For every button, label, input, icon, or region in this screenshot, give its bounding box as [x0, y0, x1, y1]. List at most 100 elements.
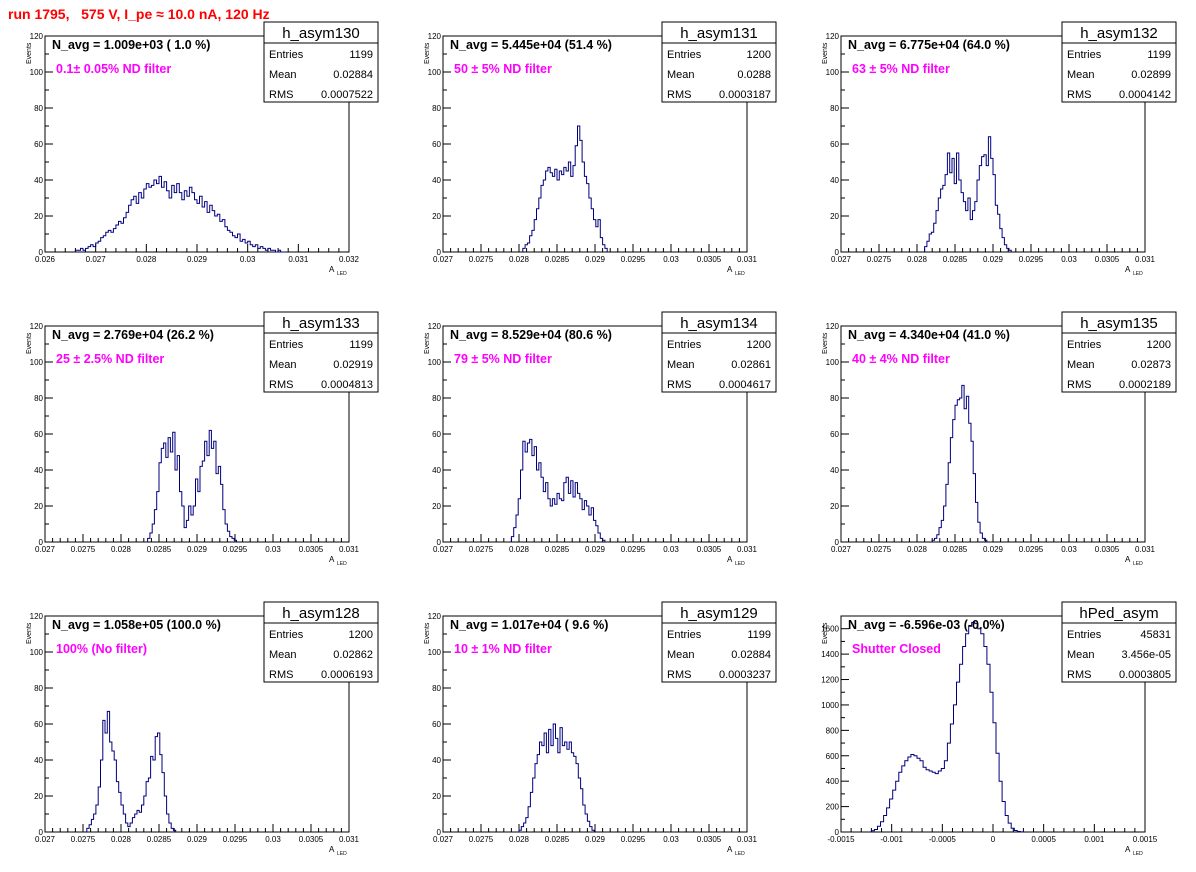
x-axis-label-subscript: LED: [735, 561, 745, 567]
x-tick-label: 0.031: [1135, 545, 1156, 554]
histogram-series-line: [510, 438, 606, 542]
x-tick-label: 0.0285: [545, 545, 570, 554]
navg-label: N_avg = 5.445e+04 (51.4 %): [450, 38, 612, 52]
histogram-panel-h_asym130: 0 20 40 60 80 100 120 0.026 0.027 0.028 0.029 0.03 0…: [26, 21, 379, 277]
y-tick-label: 20: [432, 502, 441, 511]
x-tick-label: 0.0305: [697, 835, 722, 844]
histogram-series-line: [931, 384, 988, 542]
x-tick-label: 0.0305: [1095, 545, 1120, 554]
stats-value: 0.0004617: [719, 379, 771, 391]
navg-label: N_avg = 6.775e+04 (64.0 %): [848, 38, 1010, 52]
stats-label: Entries: [667, 629, 702, 641]
y-axis-label: Events: [822, 622, 829, 644]
y-tick-label: 40: [432, 176, 441, 185]
stats-value: 1200: [747, 339, 771, 351]
histogram-name: h_asym134: [680, 315, 758, 332]
y-tick-label: 60: [830, 140, 839, 149]
y-tick-label: 40: [34, 756, 43, 765]
y-tick-label: 80: [432, 394, 441, 403]
x-tick-label: 0.03: [663, 835, 679, 844]
x-tick-label: 0.03: [1061, 545, 1077, 554]
stats-label: RMS: [667, 669, 691, 681]
stats-box-frame: [661, 601, 777, 683]
x-tick-label: 0.0005: [1031, 835, 1056, 844]
y-tick-label: 120: [30, 32, 44, 41]
x-tick-label: 0.031: [1135, 255, 1156, 264]
stats-label: RMS: [269, 89, 293, 101]
stats-label: Entries: [269, 339, 304, 351]
y-tick-label: 80: [432, 684, 441, 693]
histogram-panel-h_asym131: 0 20 40 60 80 100 120 0.027 0.0275 0.028 0.0285 0.0…: [424, 21, 777, 277]
stats-label: RMS: [269, 669, 293, 681]
x-tick-label: 0.028: [907, 545, 928, 554]
page-title: run 1795, 575 V, I_pe ≈ 10.0 nA, 120 Hz: [8, 6, 270, 22]
stats-label: Mean: [269, 359, 297, 371]
y-tick-label: 0: [39, 538, 44, 547]
navg-label: N_avg = 8.529e+04 (80.6 %): [450, 328, 612, 342]
filter-annotation: 100% (No filter): [56, 642, 147, 656]
x-tick-label: 0.0305: [697, 255, 722, 264]
stats-label: RMS: [269, 379, 293, 391]
stats-label: Mean: [269, 69, 297, 81]
x-tick-label: 0.027: [433, 545, 454, 554]
x-tick-label: 0.0295: [621, 255, 646, 264]
stats-box: h_asym130 Entries 1199 Mean 0.02884 RMS 0.0007…: [263, 21, 379, 103]
x-axis-label: A: [1125, 845, 1131, 854]
stats-label: Entries: [269, 629, 304, 641]
stats-box-frame: [263, 601, 379, 683]
filter-annotation: 25 ± 2.5% ND filter: [56, 352, 164, 366]
stats-box: h_asym132 Entries 1199 Mean 0.02899 RMS 0.0004…: [1061, 21, 1177, 103]
x-tick-label: 0.0275: [469, 255, 494, 264]
y-tick-label: 0: [39, 828, 44, 837]
x-tick-label: 0.03: [240, 255, 256, 264]
x-tick-label: 0.029: [983, 545, 1004, 554]
x-axis-label: A: [727, 265, 733, 274]
y-axis-label: Events: [26, 622, 33, 644]
stats-label: Entries: [667, 49, 702, 61]
y-tick-label: 60: [34, 140, 43, 149]
x-tick-label: 0.0295: [621, 835, 646, 844]
histogram-name: h_asym135: [1080, 315, 1158, 332]
stats-label: Mean: [667, 649, 695, 661]
y-tick-label: 1400: [821, 650, 839, 659]
x-tick-label: 0.027: [86, 255, 107, 264]
x-tick-label: 0.028: [111, 545, 132, 554]
histogram-panel-hPed_asym: 0 200 400 600 800 1000 1200 1400 1600 -0.0015 -0.0…: [821, 601, 1177, 857]
x-tick-label: 0.0015: [1133, 835, 1158, 844]
navg-label: N_avg = -6.596e-03 (-0.0%): [848, 618, 1005, 632]
stats-box-frame: [661, 21, 777, 103]
filter-annotation: 79 ± 5% ND filter: [454, 352, 552, 366]
stats-box: h_asym128 Entries 1200 Mean 0.02862 RMS 0.0006…: [263, 601, 379, 683]
y-tick-label: 100: [428, 68, 442, 77]
stats-value: 0.0007522: [321, 89, 373, 101]
x-axis-label: A: [1125, 555, 1131, 564]
y-tick-label: 100: [428, 648, 442, 657]
y-tick-label: 100: [826, 358, 840, 367]
x-tick-label: 0.028: [509, 835, 530, 844]
histogram-name: h_asym130: [282, 25, 360, 42]
y-tick-label: 80: [34, 104, 43, 113]
stats-value: 1200: [747, 49, 771, 61]
x-tick-label: 0.0275: [469, 545, 494, 554]
y-tick-label: 80: [830, 104, 839, 113]
y-tick-label: 800: [826, 726, 840, 735]
histogram-name: h_asym132: [1080, 25, 1158, 42]
y-tick-label: 400: [826, 777, 840, 786]
x-axis-label: A: [1125, 265, 1131, 274]
x-tick-label: 0.03: [1061, 255, 1077, 264]
x-tick-label: 0.029: [187, 835, 208, 844]
filter-annotation: Shutter Closed: [852, 642, 941, 656]
x-tick-label: 0.03: [663, 545, 679, 554]
histogram-panel-h_asym134: 0 20 40 60 80 100 120 0.027 0.0275 0.028 0.0285 0.0…: [424, 311, 777, 567]
x-tick-label: 0.029: [187, 255, 208, 264]
navg-label: N_avg = 4.340e+04 (41.0 %): [848, 328, 1010, 342]
y-tick-label: 20: [830, 502, 839, 511]
stats-box: h_asym133 Entries 1199 Mean 0.02919 RMS 0.0004…: [263, 311, 379, 393]
y-tick-label: 20: [34, 502, 43, 511]
y-tick-label: 60: [432, 720, 441, 729]
x-tick-label: 0.0295: [223, 545, 248, 554]
stats-label: RMS: [1067, 669, 1091, 681]
x-tick-label: 0.026: [35, 255, 56, 264]
x-tick-label: 0.0295: [223, 835, 248, 844]
